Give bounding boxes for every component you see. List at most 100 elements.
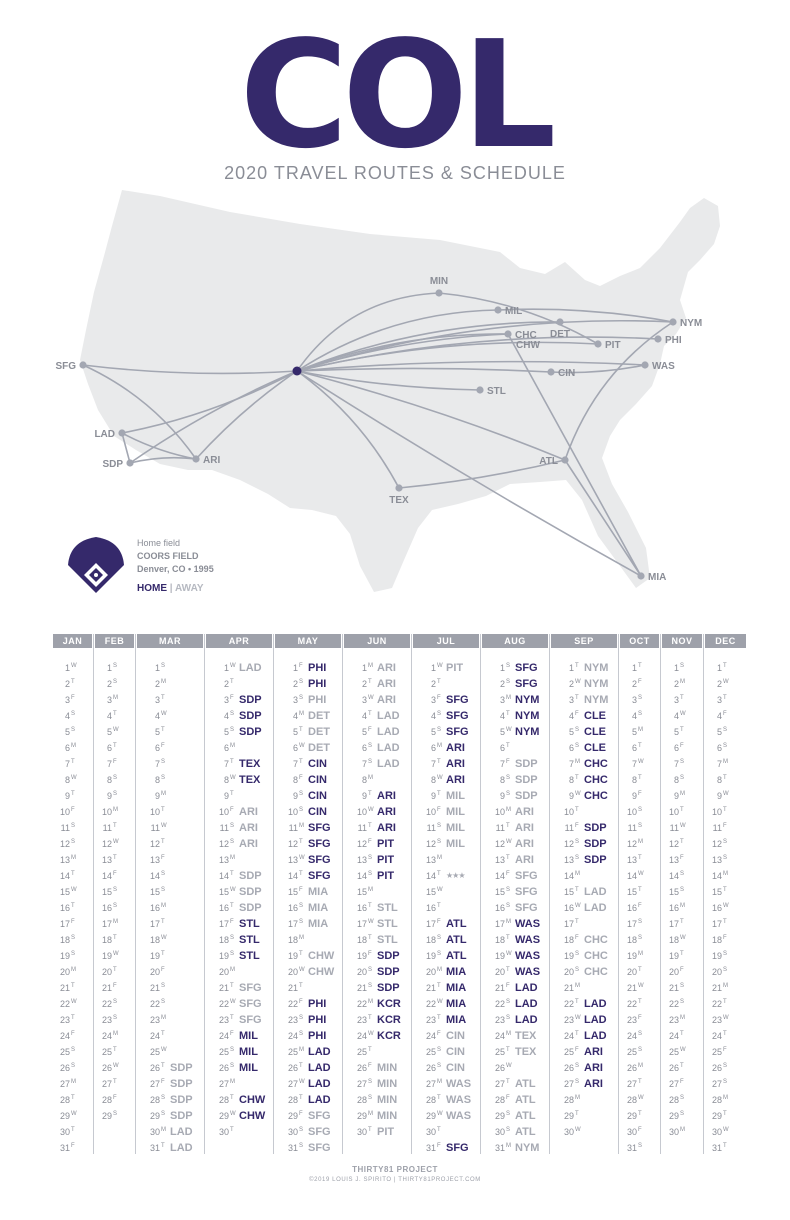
day-number: 29 <box>218 1111 229 1121</box>
day-row: 12 S SDP <box>551 836 618 852</box>
day-number: 25 <box>287 1047 298 1057</box>
day-of-week: S <box>230 935 235 941</box>
day-of-week: F <box>506 759 510 765</box>
home-game-opponent: SFG <box>446 710 469 722</box>
day-row: 16 T <box>413 900 480 916</box>
home-game-opponent: LAD <box>584 1014 607 1026</box>
day-of-week: M <box>680 903 685 909</box>
away-game-opponent: LAD <box>170 1126 193 1138</box>
away-game-opponent: TEX <box>515 1030 537 1042</box>
day-row: 16 W LAD <box>551 900 618 916</box>
legend: Home field COORS FIELD Denver, CO • 1995… <box>66 535 296 605</box>
away-game-opponent: SFG <box>239 998 262 1010</box>
day-row: 21 F <box>95 980 135 996</box>
day-row: 20 T WAS <box>482 964 549 980</box>
day-of-week: S <box>299 695 304 701</box>
day-row: 13 S PIT <box>344 852 411 868</box>
day-of-week: S <box>230 839 235 845</box>
day-of-week: M <box>368 887 373 893</box>
day-number: 13 <box>101 855 112 865</box>
day-number: 19 <box>287 951 298 961</box>
day-number: 24 <box>626 1031 637 1041</box>
day-of-week: T <box>113 823 117 829</box>
day-number: 6 <box>106 743 112 753</box>
day-of-week: T <box>368 823 372 829</box>
day-row: 17 M <box>95 916 135 932</box>
day-of-week: S <box>113 791 118 797</box>
day-number: 21 <box>149 983 160 993</box>
day-row: 22 S <box>662 996 703 1012</box>
day-row: 12 S ARI <box>206 836 273 852</box>
day-of-week: S <box>506 887 511 893</box>
day-of-week: T <box>506 1047 510 1053</box>
away-game-opponent: MIN <box>377 1062 398 1074</box>
day-of-week: W <box>437 775 443 781</box>
day-of-week: T <box>575 919 579 925</box>
day-of-week: M <box>437 743 442 749</box>
home-game-opponent: MIA <box>446 982 467 994</box>
day-row: 12 W ARI <box>482 836 549 852</box>
day-row: 7 S LAD <box>344 756 411 772</box>
away-game-opponent: NYM <box>584 662 609 674</box>
day-row: 15 S <box>137 884 204 900</box>
day-row: 16 F <box>620 900 660 916</box>
day-number: 17 <box>711 919 722 929</box>
day-of-week: M <box>437 1079 442 1085</box>
day-of-week: S <box>368 871 373 877</box>
day-of-week: W <box>506 727 512 733</box>
day-of-week: S <box>723 951 728 957</box>
day-of-week: T <box>71 871 75 877</box>
route-sdp-ari <box>129 456 197 464</box>
away-game-opponent: ARI <box>515 806 534 818</box>
day-of-week: S <box>113 663 118 669</box>
day-number: 14 <box>494 871 505 881</box>
day-number: 23 <box>149 1015 160 1025</box>
day-row: 9 T ARI <box>344 788 411 804</box>
day-row: 17 T <box>662 916 703 932</box>
day-of-week: T <box>638 967 642 973</box>
day-row: 4 F CLE <box>551 708 618 724</box>
day-number: 7 <box>361 759 367 769</box>
away-game-opponent: ARI <box>377 662 396 674</box>
day-number: 14 <box>563 871 574 881</box>
day-of-week: T <box>113 711 117 717</box>
city-label-min: MIN <box>430 276 448 287</box>
day-number: 27 <box>494 1079 505 1089</box>
day-row: 16 T STL <box>344 900 411 916</box>
day-row: 28 T LAD <box>275 1092 342 1108</box>
day-of-week: W <box>230 887 236 893</box>
day-of-week: F <box>71 807 75 813</box>
home-game-opponent: SFG <box>446 726 469 738</box>
day-row: 18 T <box>95 932 135 948</box>
month-aug: AUG 1 S SFG 2 S SFG 3 M NYM 4 T NYM 5 W NYM 6 T 7 F SDP 8 S SDP… <box>482 634 550 1154</box>
route-nym <box>296 319 674 372</box>
home-game-opponent: STL <box>239 918 260 930</box>
day-of-week: T <box>437 1127 441 1133</box>
day-number: 10 <box>563 807 574 817</box>
day-row: 31 M NYM <box>482 1140 549 1156</box>
day-number: 15 <box>356 887 367 897</box>
day-number: 28 <box>149 1095 160 1105</box>
day-number: 24 <box>101 1031 112 1041</box>
day-of-week: T <box>575 1031 579 1037</box>
city-label-was: WAS <box>652 361 675 372</box>
away-game-opponent: SDP <box>239 886 262 898</box>
day-of-week: M <box>71 967 76 973</box>
day-number: 18 <box>287 935 298 945</box>
day-of-week: S <box>638 711 643 717</box>
day-row: 14 S <box>662 868 703 884</box>
day-row: 7 T TEX <box>206 756 273 772</box>
day-row: 11 S ARI <box>206 820 273 836</box>
day-row: 23 F <box>620 1012 660 1028</box>
day-number: 26 <box>287 1063 298 1073</box>
day-row: 14 W <box>620 868 660 884</box>
day-of-week: W <box>113 1063 119 1069</box>
day-number: 19 <box>425 951 436 961</box>
